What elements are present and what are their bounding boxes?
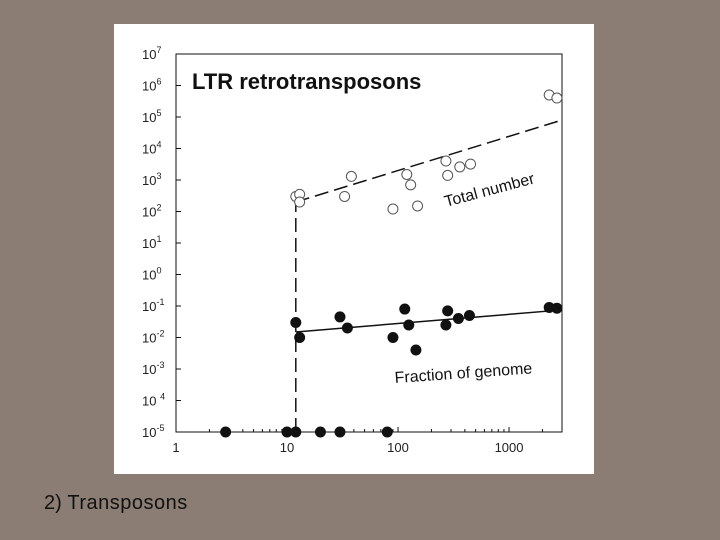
point-total-number bbox=[387, 203, 399, 215]
point-fraction-of-genome bbox=[452, 313, 464, 325]
annotation-fraction-of-genome: Fraction of genome bbox=[394, 360, 533, 387]
y-tick-label: 10-2 bbox=[142, 329, 164, 346]
point-total-number bbox=[339, 190, 351, 202]
point-fraction-of-genome bbox=[334, 426, 346, 438]
y-tick-label: 107 bbox=[142, 45, 161, 62]
point-total-number bbox=[440, 155, 452, 167]
point-fraction-of-genome bbox=[294, 332, 306, 343]
point-fraction-of-genome bbox=[341, 322, 353, 334]
x-tick-label: 100 bbox=[387, 440, 409, 455]
point-total-number bbox=[454, 161, 466, 173]
point-fraction-of-genome bbox=[290, 316, 302, 328]
point-total-number bbox=[294, 196, 306, 208]
slide-caption: 2) Transposons bbox=[44, 492, 188, 515]
point-fraction-of-genome bbox=[381, 426, 393, 438]
point-fraction-of-genome bbox=[442, 305, 454, 317]
point-fraction-of-genome bbox=[403, 319, 415, 331]
y-tick-label: 102 bbox=[142, 203, 161, 220]
caption-number: 2) bbox=[44, 492, 62, 514]
point-fraction-of-genome bbox=[463, 309, 475, 321]
y-tick-label: 10-3 bbox=[142, 360, 164, 377]
point-total-number bbox=[465, 158, 477, 170]
point-fraction-of-genome bbox=[290, 426, 302, 438]
x-tick-label: 1 bbox=[172, 440, 179, 455]
point-total-number bbox=[412, 200, 424, 212]
markers bbox=[220, 89, 563, 438]
point-fraction-of-genome bbox=[399, 303, 411, 315]
x-tick-label: 10 bbox=[280, 440, 294, 455]
annotation-total-number: Total number bbox=[443, 170, 537, 211]
point-fraction-of-genome bbox=[440, 319, 452, 331]
y-tick-label: 10 4 bbox=[142, 392, 165, 409]
chart-title: LTR retrotransposons bbox=[192, 69, 421, 94]
y-tick-label: 104 bbox=[142, 140, 161, 157]
point-total-number bbox=[442, 169, 454, 181]
y-tick-label: 100 bbox=[142, 266, 161, 283]
y-tick-label: 103 bbox=[142, 171, 161, 188]
point-total-number bbox=[345, 170, 357, 182]
trend-lines bbox=[295, 119, 563, 432]
y-tick-label: 101 bbox=[142, 234, 161, 251]
point-total-number bbox=[405, 179, 417, 191]
y-tick-label: 106 bbox=[142, 77, 161, 94]
point-fraction-of-genome bbox=[334, 311, 346, 323]
point-fraction-of-genome bbox=[387, 332, 399, 343]
figure-panel: 107 106 105 104 103 102 101 100 10-1 10-2 10-3 10 4… bbox=[114, 24, 594, 474]
point-fraction-of-genome bbox=[551, 302, 563, 314]
point-fraction-of-genome bbox=[220, 426, 232, 438]
y-tick-label: 10-5 bbox=[142, 423, 164, 440]
y-tick-label: 10-1 bbox=[142, 297, 164, 314]
point-fraction-of-genome bbox=[314, 426, 326, 438]
point-total-number bbox=[551, 92, 563, 104]
point-total-number bbox=[401, 168, 413, 180]
point-fraction-of-genome bbox=[410, 344, 422, 356]
x-tick-label: 1000 bbox=[495, 440, 524, 455]
caption-text: Transposons bbox=[67, 492, 188, 514]
trend-line-fraction-of-genome bbox=[295, 309, 563, 333]
y-tick-label: 105 bbox=[142, 108, 161, 125]
trend-line-total-number bbox=[295, 119, 563, 203]
